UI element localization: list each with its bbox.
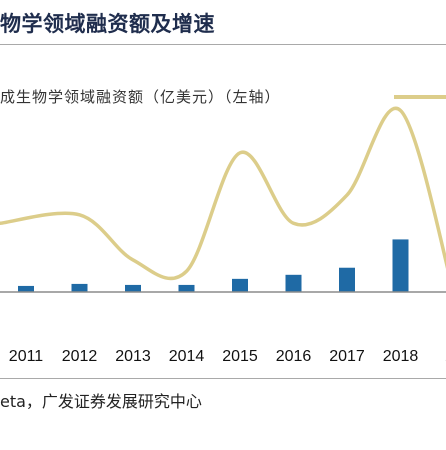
x-tick-2016: 2016 [276, 348, 312, 365]
bar-2018 [392, 239, 409, 292]
x-tick-2017: 2017 [329, 348, 365, 365]
x-tick-2013: 2013 [115, 348, 151, 365]
chart-title: 物学领域融资额及增速 [0, 12, 215, 36]
legend-bar-label: 成生物学领域融资额（亿美元）（左轴） [0, 88, 281, 106]
bar-2013 [125, 284, 141, 292]
bar-2014 [178, 284, 195, 292]
chart-plot: 2011201220132014201520162017201820 [0, 106, 446, 365]
bars-layer [18, 239, 409, 292]
x-tick-2012: 2012 [62, 348, 98, 365]
x-axis-ticks: 2011201220132014201520162017201820 [9, 348, 446, 365]
source-note: eta，广发证券发展研究中心 [0, 392, 202, 411]
legend-line-swatch [394, 95, 446, 99]
x-tick-2011: 2011 [9, 348, 44, 365]
x-tick-2015: 2015 [222, 348, 258, 365]
bar-2017 [339, 267, 355, 292]
bar-2015 [232, 278, 248, 292]
x-tick-2014: 2014 [169, 348, 205, 365]
growth-rate-line [0, 106, 446, 281]
bar-2016 [285, 274, 302, 292]
x-tick-2018: 2018 [383, 348, 419, 365]
footer-divider [0, 378, 446, 379]
title-divider [0, 44, 446, 45]
bar-2012 [71, 283, 88, 292]
bar-2011 [18, 285, 34, 292]
